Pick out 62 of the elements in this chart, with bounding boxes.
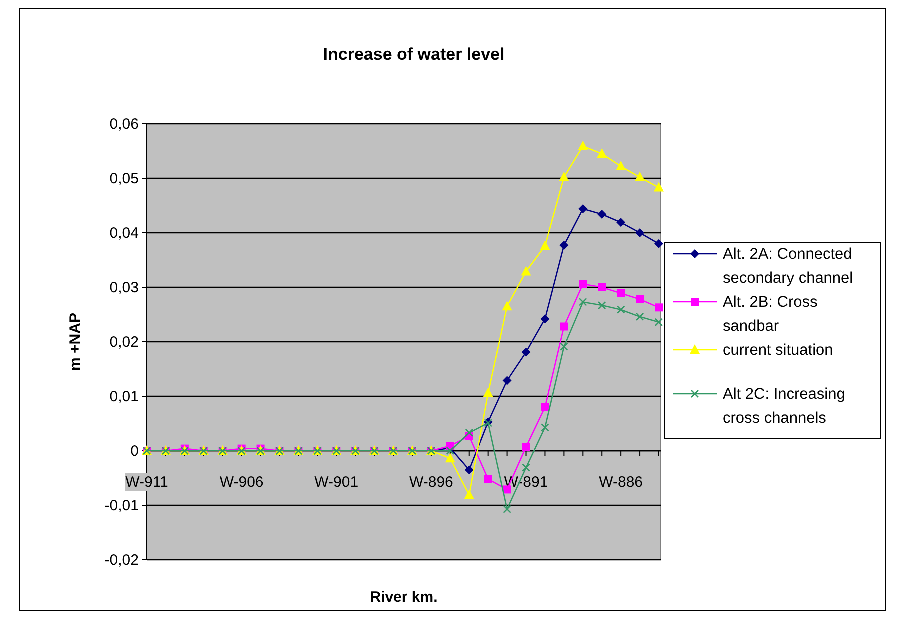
point — [483, 388, 494, 398]
y-tick-label: 0,02 — [110, 334, 139, 351]
point — [579, 280, 588, 288]
point — [541, 423, 550, 432]
point — [617, 289, 626, 298]
legend-label: current situation — [723, 342, 834, 359]
point — [579, 298, 588, 306]
point — [636, 228, 645, 238]
y-tick-label: -0,02 — [104, 552, 139, 569]
point — [578, 140, 588, 150]
legend-label: Alt 2C: Increasing cross channels — [723, 386, 846, 427]
x-tick-label: W-911 — [126, 474, 168, 491]
point — [465, 428, 474, 438]
point — [522, 464, 530, 472]
point — [559, 172, 570, 182]
point — [541, 403, 550, 412]
point — [446, 446, 455, 456]
y-tick-label: 0,04 — [110, 225, 139, 242]
point — [560, 241, 569, 250]
chart-title: Increase of water level — [323, 45, 505, 64]
legend-label: Alt. 2A: Connected secondary channel — [723, 246, 854, 287]
point — [616, 161, 626, 171]
point — [654, 318, 664, 327]
point — [445, 453, 456, 463]
point — [655, 304, 663, 312]
point — [598, 284, 606, 292]
y-tick-label: 0 — [130, 443, 139, 460]
point — [597, 148, 608, 158]
point — [636, 312, 644, 322]
point — [654, 182, 664, 192]
point — [540, 240, 550, 250]
y-tick-label: 0,01 — [110, 388, 139, 406]
x-tick-label: W-896 — [409, 474, 454, 491]
y-tick-label: 0,06 — [110, 116, 139, 133]
point — [540, 314, 550, 324]
y-tick-label: -0,01 — [104, 498, 139, 514]
y-tick-label: 0,03 — [110, 280, 139, 296]
y-tick-label: 0,05 — [110, 170, 139, 188]
point — [464, 490, 474, 500]
y-axis-title: m +NAP — [67, 313, 84, 371]
x-tick-label: W-906 — [220, 474, 264, 491]
point — [598, 210, 607, 219]
point — [503, 505, 512, 514]
point — [598, 301, 606, 310]
point — [578, 204, 588, 214]
point — [502, 301, 512, 311]
point — [616, 306, 626, 314]
x-axis-title: River km. — [370, 589, 438, 606]
point — [522, 348, 531, 357]
point — [560, 322, 568, 331]
point — [560, 342, 568, 352]
point — [636, 295, 644, 304]
x-tick-label: W-886 — [599, 474, 644, 491]
point — [522, 443, 530, 452]
point — [521, 266, 532, 276]
point — [635, 172, 646, 182]
x-tick-label: W-901 — [314, 474, 359, 491]
point — [616, 218, 626, 228]
point — [484, 475, 492, 484]
point — [464, 466, 474, 475]
point — [502, 376, 512, 386]
point — [654, 239, 664, 248]
